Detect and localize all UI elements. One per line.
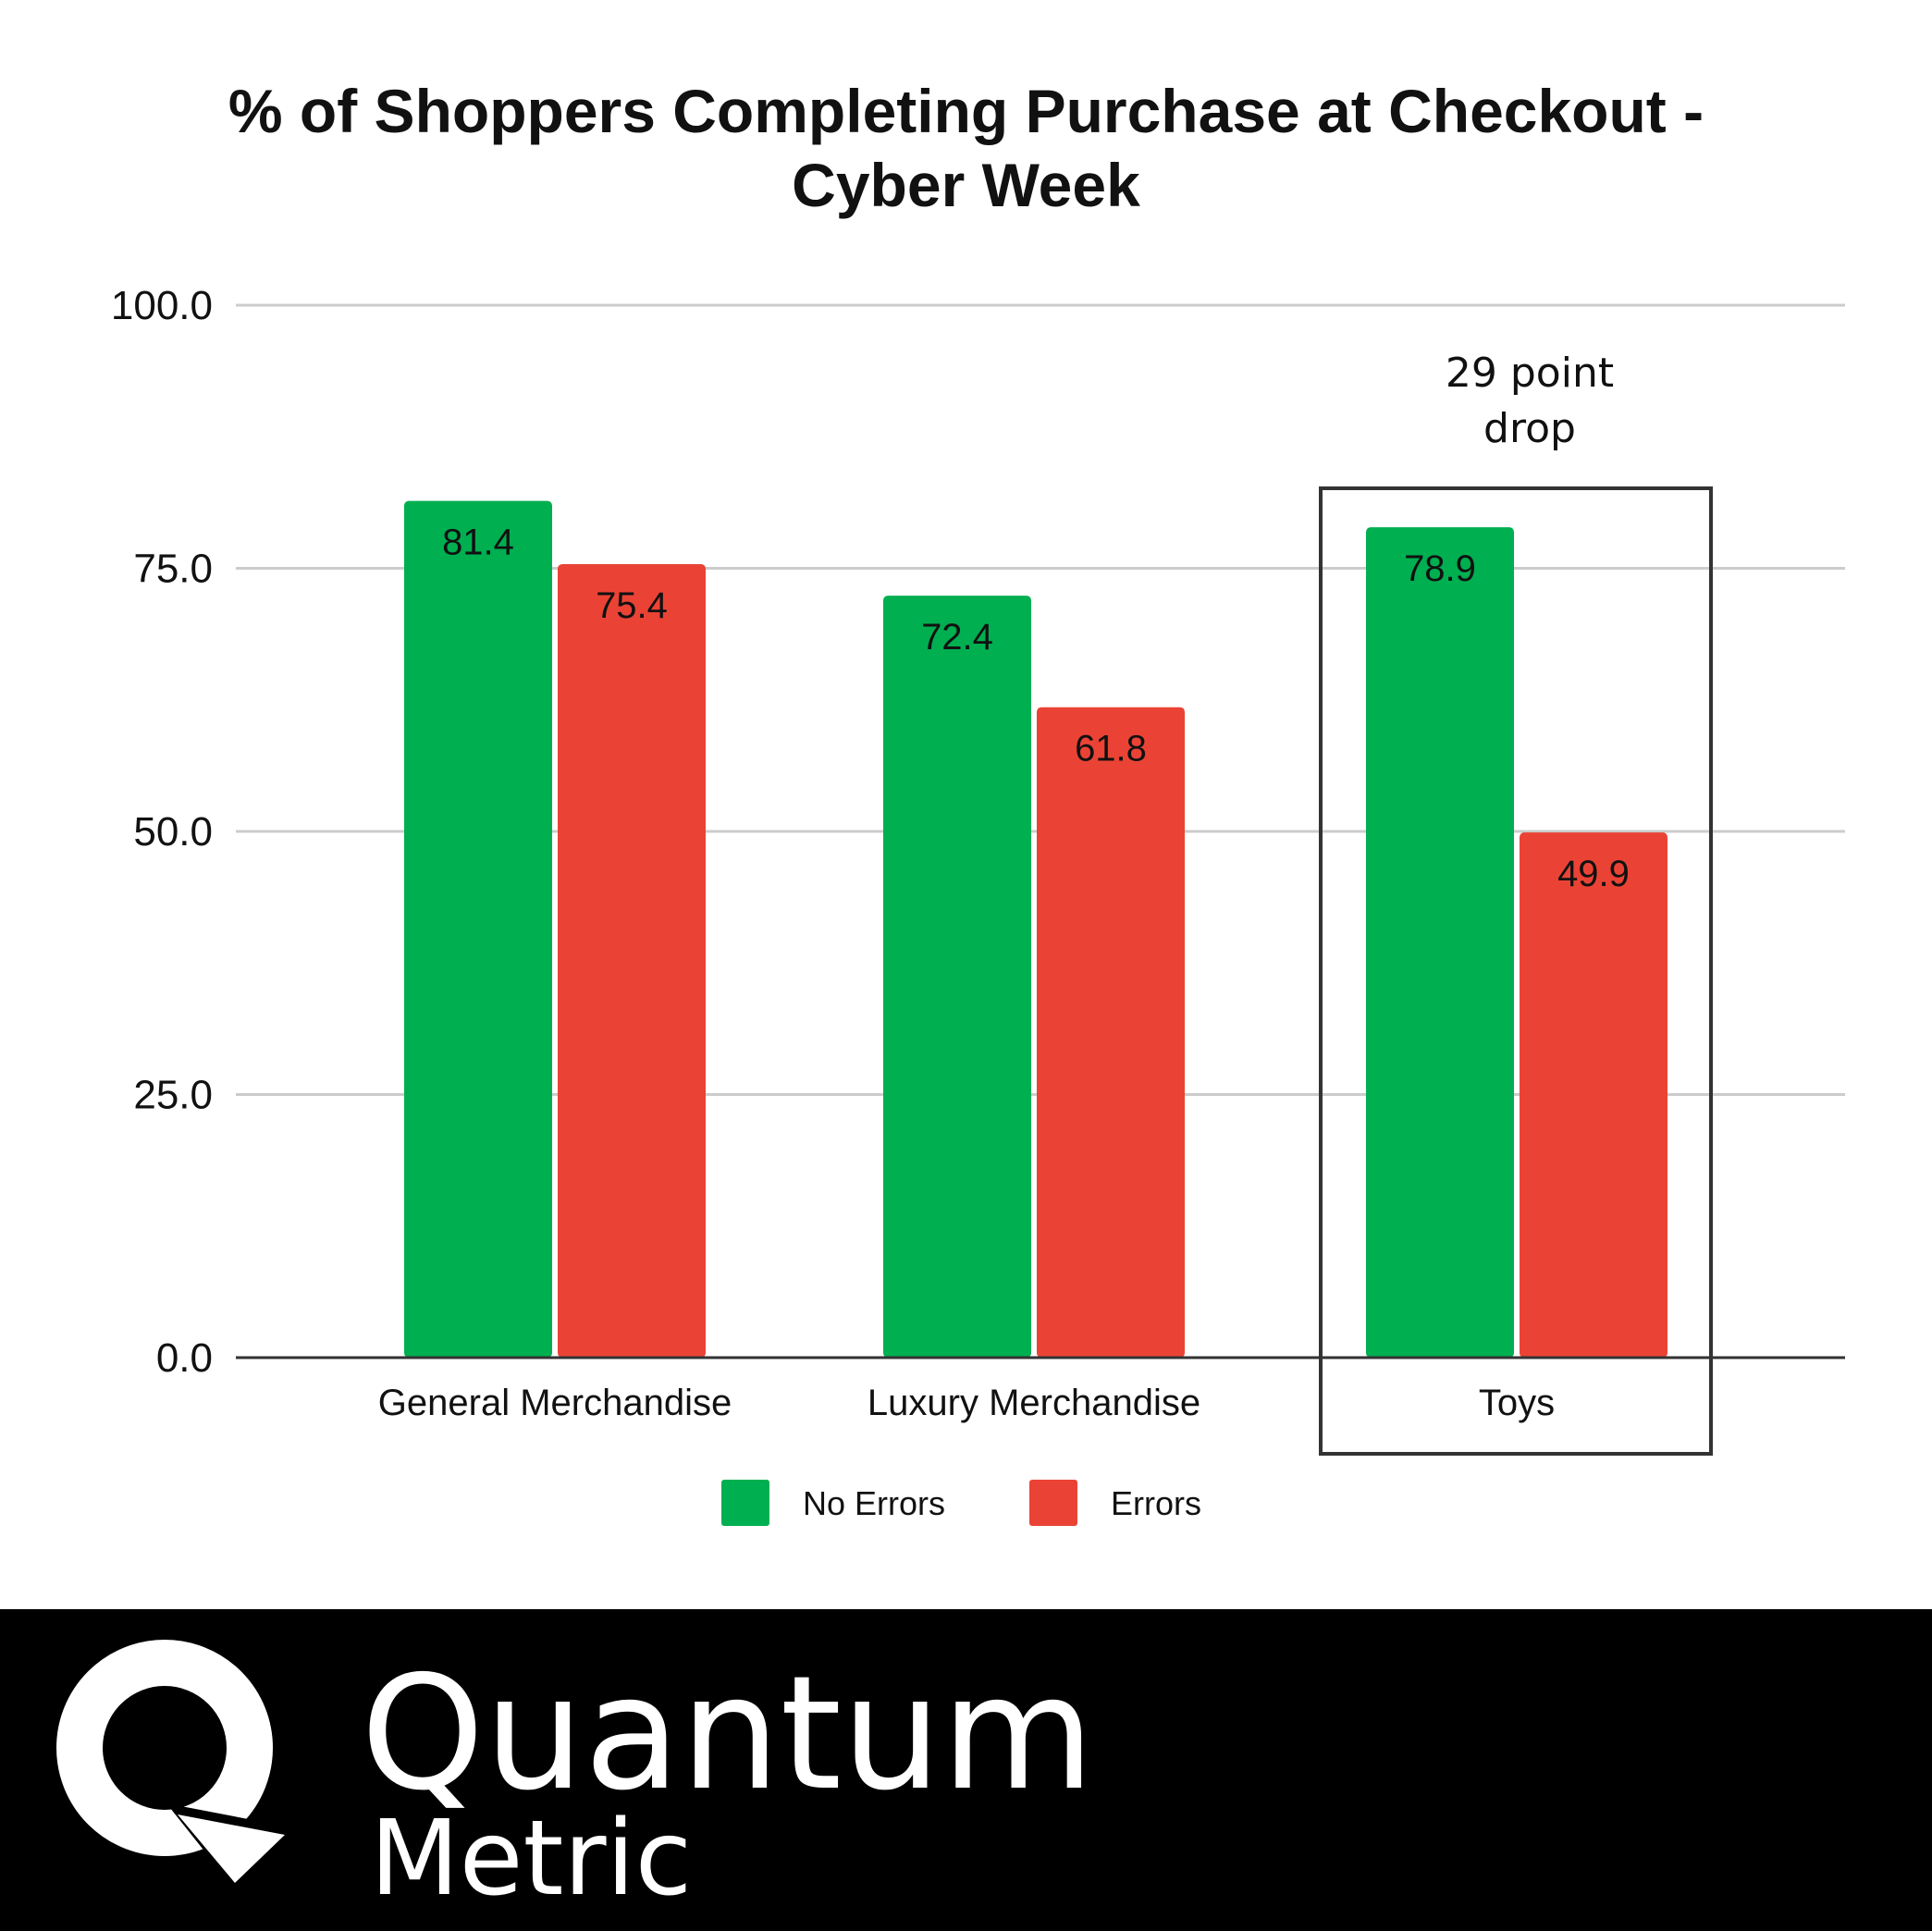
chart-title-line-1: % of Shoppers Completing Purchase at Che… bbox=[228, 77, 1704, 145]
bar-errors bbox=[1520, 832, 1667, 1358]
legend-label: No Errors bbox=[803, 1484, 945, 1522]
bar-value-label: 75.4 bbox=[596, 585, 668, 626]
bar-value-label: 72.4 bbox=[921, 617, 993, 658]
legend-swatch bbox=[721, 1480, 769, 1526]
brand-name-quantum: Quantum bbox=[361, 1642, 1095, 1826]
y-tick-label: 75.0 bbox=[133, 547, 213, 592]
bar-value-label: 61.8 bbox=[1075, 729, 1147, 769]
bar-no-errors bbox=[404, 500, 552, 1358]
bar-errors bbox=[1037, 707, 1185, 1358]
legend-swatch bbox=[1029, 1480, 1077, 1526]
bar-no-errors bbox=[1366, 527, 1514, 1358]
legend-label: Errors bbox=[1111, 1484, 1201, 1522]
bar-chart: 0.0 25.0 50.0 75.0 100.0 81.4 72.4 78.9 75.4 61.8… bbox=[111, 283, 1845, 1526]
brand-name-metric: Metric bbox=[370, 1799, 693, 1919]
chart-title-line-2: Cyber Week bbox=[792, 151, 1140, 219]
chart-title: % of Shoppers Completing Purchase at Che… bbox=[0, 74, 1932, 222]
annotation-text: 29 point bbox=[1446, 350, 1614, 397]
y-tick-label: 0.0 bbox=[156, 1335, 213, 1381]
y-tick-label: 100.0 bbox=[111, 283, 213, 328]
bar-errors bbox=[558, 563, 706, 1358]
x-tick-label: Toys bbox=[1479, 1383, 1555, 1423]
x-tick-label: General Merchandise bbox=[378, 1383, 732, 1423]
quantum-metric-logo-icon bbox=[56, 1640, 287, 1885]
bar-value-label: 81.4 bbox=[442, 523, 514, 563]
y-tick-label: 25.0 bbox=[133, 1073, 213, 1118]
annotation-text: drop bbox=[1483, 405, 1576, 452]
y-tick-label: 50.0 bbox=[133, 809, 213, 855]
bar-value-label: 78.9 bbox=[1404, 548, 1476, 589]
bar-no-errors bbox=[883, 596, 1031, 1358]
annotation-box bbox=[1319, 486, 1713, 1456]
bar-value-label: 49.9 bbox=[1557, 854, 1630, 894]
footer-banner: Quantum Metric bbox=[0, 1609, 1932, 1931]
x-tick-label: Luxury Merchandise bbox=[868, 1383, 1200, 1423]
